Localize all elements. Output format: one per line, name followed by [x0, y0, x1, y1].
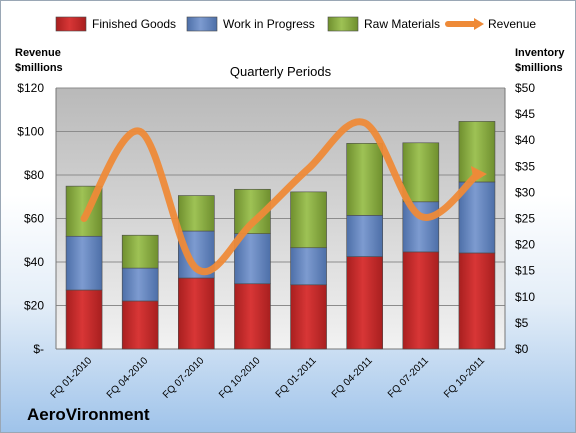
- left-tick-label: $40: [24, 255, 44, 269]
- right-tick-label: $45: [515, 107, 535, 121]
- bar-raw-materials: [178, 195, 215, 232]
- legend-label: Work in Progress: [223, 17, 315, 31]
- legend-swatch-raw-materials: [327, 16, 359, 32]
- bar-work-in-progress: [65, 235, 103, 291]
- bar-finished-goods: [178, 277, 215, 350]
- left-tick-label: $-: [33, 342, 44, 356]
- right-tick-label: $0: [515, 342, 529, 356]
- right-tick-label: $10: [515, 290, 535, 304]
- left-tick-label: $80: [24, 168, 44, 182]
- bar-work-in-progress: [402, 201, 440, 253]
- left-tick-label: $120: [17, 81, 44, 95]
- category-label: FQ 01-2010: [49, 355, 95, 401]
- legend-swatch-arrow: [474, 18, 484, 30]
- legend-label: Raw Materials: [364, 17, 440, 31]
- bar-finished-goods: [234, 283, 271, 350]
- left-tick-label: $20: [24, 299, 44, 313]
- bar-work-in-progress: [121, 267, 159, 302]
- category-label: FQ 04-2010: [105, 355, 151, 401]
- revenue-arrowhead: [470, 166, 487, 182]
- left-tick-label: $60: [24, 212, 44, 226]
- right-tick-label: $25: [515, 212, 535, 226]
- category-label: FQ 07-2011: [386, 355, 431, 400]
- left-axis-title: Revenue: [15, 47, 61, 59]
- bar-work-in-progress: [458, 181, 496, 254]
- chart-title: Quarterly Periods: [230, 64, 332, 79]
- brand-label: AeroVironment: [27, 405, 150, 424]
- bar-finished-goods: [402, 251, 440, 350]
- bar-raw-materials: [346, 143, 383, 216]
- right-tick-label: $30: [515, 185, 535, 199]
- category-label: FQ 07-2010: [161, 355, 207, 401]
- right-tick-label: $35: [515, 159, 535, 173]
- right-axis-title-units: $millions: [515, 62, 563, 74]
- bar-finished-goods: [65, 289, 103, 350]
- left-axis-title-units: $millions: [15, 62, 63, 74]
- legend-swatch-work-in-progress: [186, 16, 218, 32]
- right-tick-label: $15: [515, 264, 535, 278]
- right-tick-label: $5: [515, 316, 529, 330]
- bar-raw-materials: [402, 142, 440, 203]
- category-label: FQ 10-2010: [217, 355, 263, 401]
- bar-finished-goods: [121, 300, 159, 350]
- legend-swatch-finished-goods: [55, 16, 87, 32]
- right-axis-title: Inventory: [515, 47, 565, 59]
- left-tick-label: $100: [17, 125, 44, 139]
- bar-raw-materials: [121, 234, 159, 269]
- legend-label: Revenue: [488, 17, 536, 31]
- category-label: FQ 01-2011: [274, 355, 319, 400]
- bar-finished-goods: [458, 252, 496, 350]
- right-tick-label: $50: [515, 81, 535, 95]
- revenue-line: [80, 118, 481, 275]
- bar-finished-goods: [290, 284, 327, 350]
- legend-label: Finished Goods: [92, 17, 176, 31]
- bar-work-in-progress: [346, 215, 383, 257]
- right-tick-label: $40: [515, 133, 535, 147]
- bar-raw-materials: [290, 191, 327, 249]
- category-label: FQ 04-2011: [330, 355, 375, 400]
- bar-finished-goods: [346, 256, 383, 350]
- right-tick-label: $20: [515, 238, 535, 252]
- category-label: FQ 10-2011: [442, 355, 487, 400]
- bar-work-in-progress: [290, 247, 327, 286]
